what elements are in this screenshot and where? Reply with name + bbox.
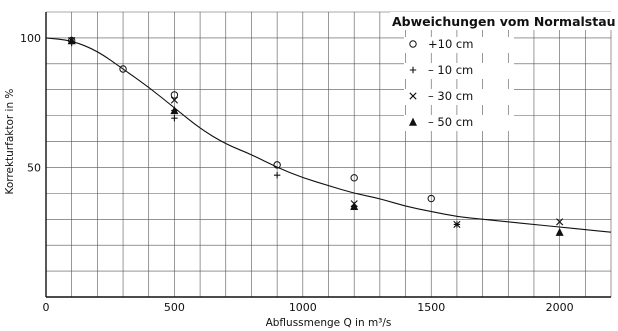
x-axis-label: Abflussmenge Q in m³/s: [266, 317, 392, 329]
data-point-x: [170, 96, 178, 104]
data-point-triangle: [350, 201, 359, 211]
grid: [46, 11, 612, 297]
data-point-circle: [119, 65, 127, 73]
legend-marker-x: [409, 92, 417, 100]
legend-entry-bg: [404, 63, 514, 79]
fit-curve: [45, 37, 612, 233]
x-tick-label: 0: [43, 301, 50, 314]
data-point-triangle: [555, 227, 564, 236]
y-tick-label: 100: [20, 32, 41, 45]
legend-label: – 30 cm: [428, 89, 473, 103]
data-point-circle: [170, 91, 179, 99]
legend-entry-bg: [404, 89, 514, 105]
legend-label: +10 cm: [428, 37, 473, 51]
x-tick-label: 500: [164, 301, 185, 314]
y-axis-label: Korrekturfaktor in %: [4, 89, 16, 195]
legend-label: – 10 cm: [428, 63, 473, 77]
data-points-layer: [67, 36, 564, 236]
x-tick-label: 1000: [289, 301, 317, 314]
data-point-plus: [171, 115, 178, 122]
data-point-circle: [350, 174, 358, 182]
data-point-circle: [427, 194, 435, 203]
legend-label: – 50 cm: [428, 115, 473, 129]
labels-layer: 0 500 1000 1500 2000 50 100 Abflussmenge Q in m…: [4, 32, 574, 329]
fit-curve-layer: [45, 37, 612, 233]
data-point-triangle: [67, 36, 76, 45]
legend-entry-bg: [404, 115, 514, 131]
x-tick-label: 1500: [417, 301, 445, 314]
axes: [45, 12, 611, 298]
legend-marker-plus: [409, 66, 417, 74]
legend: Abweichungen vom Normalstau +10 cm – 10 cm…: [390, 12, 616, 131]
data-point-plus: [273, 172, 281, 179]
data-point-x: [556, 218, 564, 226]
x-tick-label: 2000: [546, 301, 574, 314]
legend-title-bg: [390, 12, 612, 30]
legend-entry-bg: [404, 37, 514, 53]
legend-marker-triangle: [408, 117, 418, 126]
legend-title: Abweichungen vom Normalstau: [392, 14, 616, 29]
data-point-circle: [273, 161, 281, 169]
data-point-triangle: [170, 106, 179, 115]
y-tick-label: 50: [27, 161, 41, 174]
legend-marker-circle: [409, 40, 417, 48]
data-point-x: [453, 220, 461, 229]
